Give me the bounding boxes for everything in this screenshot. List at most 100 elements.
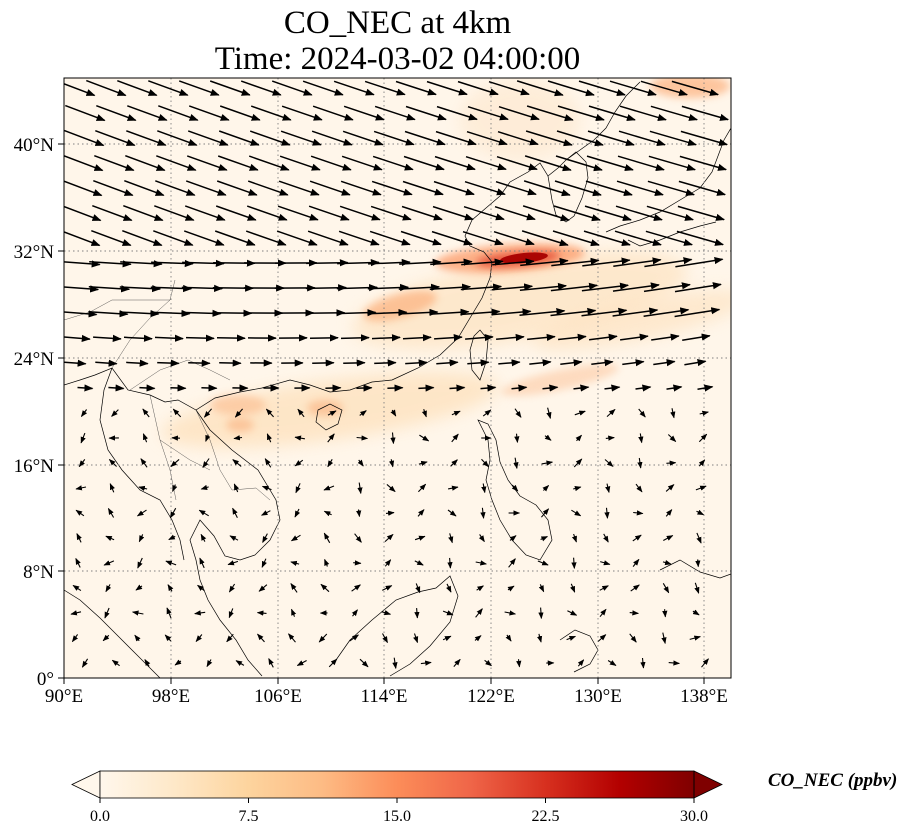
plume-east-china-sea [352, 250, 688, 350]
wind-vector-arrow [138, 485, 148, 491]
co-concentration-field [161, 78, 731, 448]
wind-vector-arrow [465, 333, 494, 342]
wind-vector-arrow [400, 230, 442, 246]
wind-vector-arrow [266, 433, 272, 443]
colorbar-tick-label: 30.0 [680, 808, 708, 825]
wind-vector-arrow [318, 633, 328, 643]
wind-vector-arrow [675, 256, 724, 268]
wind-vector-arrow [390, 432, 396, 445]
wind-vector-arrow [336, 284, 379, 292]
wind-vector-arrow [288, 633, 296, 643]
wind-vector-arrow [107, 507, 115, 518]
wind-vector-arrow [552, 230, 600, 247]
wind-vector-arrow [665, 509, 673, 517]
wind-vector-arrow [432, 205, 474, 221]
wind-vector-arrow [373, 130, 415, 146]
wind-vector-arrow [466, 130, 508, 146]
wind-vector-arrow [414, 560, 424, 566]
wind-vector-arrow [577, 659, 585, 667]
wind-vector-arrow [157, 130, 198, 146]
wind-vector-arrow [172, 408, 182, 418]
wind-vector-arrow [64, 231, 101, 247]
wind-vector-arrow [305, 284, 348, 292]
wind-vector-arrow [415, 583, 421, 594]
wind-vector-arrow [519, 308, 566, 316]
wind-vector-arrow [475, 608, 483, 618]
wind-vector-arrow [277, 205, 319, 221]
wind-vector-arrow [200, 484, 209, 490]
wind-vector-arrow [679, 155, 727, 171]
wind-vector-arrow [154, 334, 184, 342]
wind-vector-arrow [578, 80, 626, 97]
wind-vector-arrow [537, 633, 543, 643]
wind-vector-arrow [451, 410, 461, 417]
wind-vector-arrow [183, 230, 225, 246]
wind-vector-arrow [638, 433, 644, 444]
wind-vector-arrow [514, 433, 520, 443]
wind-vector-arrow [156, 155, 197, 171]
wind-vector-arrow [507, 585, 515, 592]
colorbar-tick-label: 0.0 [90, 808, 110, 825]
wind-vector-arrow [327, 459, 334, 468]
wind-vector-arrow [541, 460, 554, 466]
wind-vector-arrow [482, 409, 492, 417]
wind-vector-arrow [689, 635, 701, 641]
wind-vector-arrow [447, 557, 453, 569]
wind-vector-arrow [150, 284, 193, 293]
wind-vector-arrow [140, 458, 148, 468]
wind-vector-arrow [311, 130, 353, 146]
wind-vector-arrow [550, 307, 597, 317]
wind-vector-arrow [551, 257, 600, 267]
wind-vector-arrow [186, 155, 228, 171]
wind-vector-arrow [622, 359, 645, 367]
wind-vector-arrow [633, 510, 644, 516]
wind-vector-arrow [599, 585, 609, 591]
wind-vector-arrow [430, 258, 473, 266]
colorbar-gradient [100, 771, 694, 798]
wind-vector-arrow [279, 155, 321, 171]
wind-vector-arrow [294, 508, 301, 518]
wind-vector-arrow [81, 658, 89, 668]
wind-vector-arrow [148, 80, 189, 96]
wind-vector-arrow [668, 660, 680, 666]
wind-vector-arrow [447, 509, 457, 517]
wind-vector-arrow [570, 583, 576, 593]
y-tick-label: 8°N [23, 562, 54, 583]
wind-vector-arrow [417, 509, 425, 517]
wind-vector-arrow [306, 259, 349, 267]
wind-vector-arrow [323, 532, 331, 544]
wind-vector-arrow [540, 535, 549, 542]
wind-vector-arrow [174, 659, 182, 666]
wind-vector-arrow [421, 409, 427, 418]
wind-vector-arrow [588, 105, 636, 122]
wind-vector-arrow [520, 257, 569, 267]
wind-vector-arrow [542, 485, 550, 492]
wind-vector-arrow [644, 257, 693, 268]
wind-vector-arrow [261, 558, 267, 568]
wind-vector-arrow [64, 205, 102, 222]
wind-vector-arrow [187, 130, 229, 146]
wind-vector-arrow [200, 533, 207, 542]
wind-vector-arrow [95, 129, 136, 147]
wind-vector-arrow [566, 635, 577, 641]
wind-vector-arrow [442, 635, 452, 642]
wind-vector-arrow [234, 408, 244, 418]
wind-vector-arrow [662, 583, 670, 594]
wind-vector-arrow [696, 532, 702, 544]
wind-vector-arrow [337, 259, 380, 267]
wind-vector-arrow [229, 535, 239, 541]
wind-vector-arrow [369, 230, 411, 246]
wind-vector-arrow [613, 257, 662, 267]
wind-vector-arrow [76, 533, 82, 543]
wind-vector-arrow [323, 485, 335, 491]
wind-vector-arrow [80, 432, 86, 444]
wind-vector-arrow [384, 559, 392, 567]
wind-vector-arrow [349, 634, 359, 642]
wind-vector-arrow [134, 634, 141, 642]
wind-vector-arrow [117, 79, 158, 97]
wind-vector-arrow [418, 384, 435, 392]
wind-vector-arrow [585, 180, 633, 197]
wind-vector-arrow [699, 410, 709, 416]
wind-vector-arrow [516, 80, 564, 97]
wind-vector-arrow [509, 535, 517, 542]
